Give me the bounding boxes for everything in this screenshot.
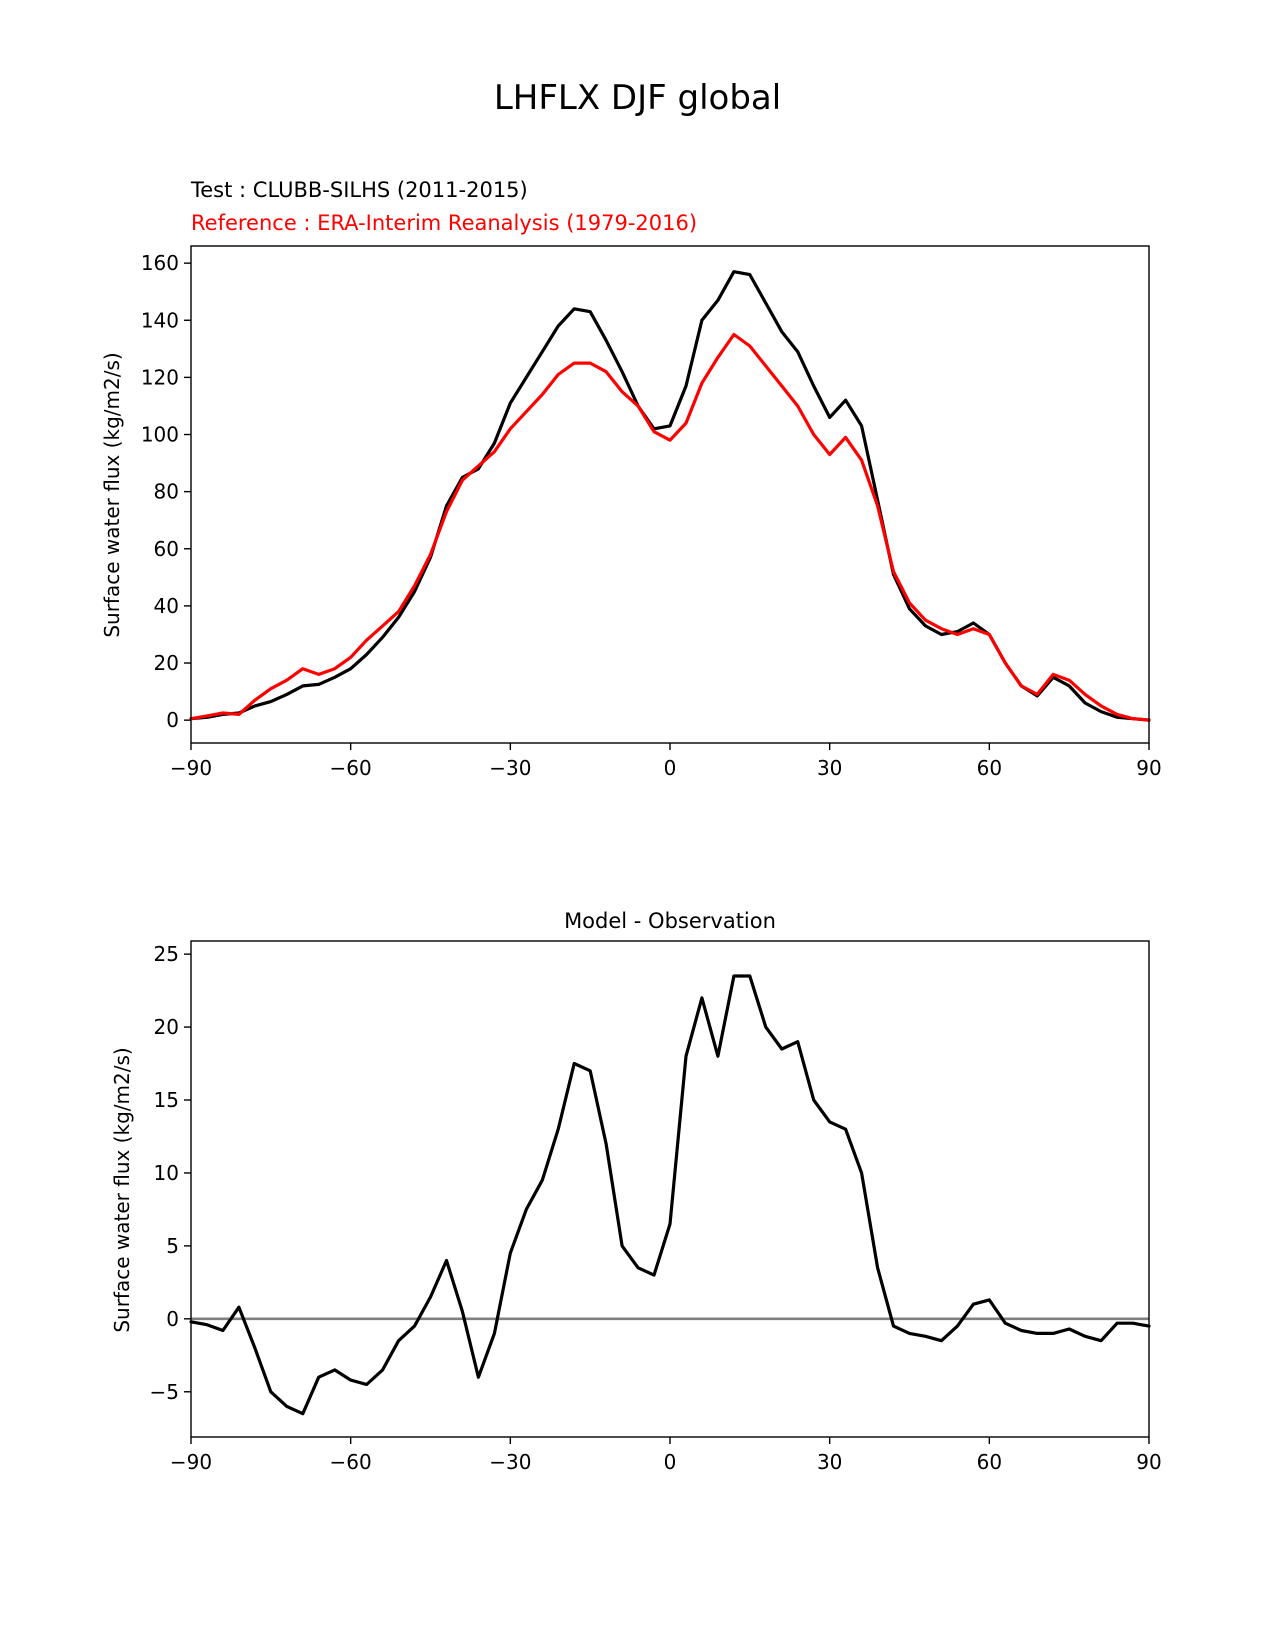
top-y-tick-label: 60 <box>154 537 179 561</box>
bottom-title: Model - Observation <box>564 909 776 933</box>
bottom-panel: Model - Observation Surface water flux (… <box>110 909 1162 1474</box>
top-x-tick-label: 60 <box>977 756 1002 780</box>
bottom-series-group <box>189 974 1151 1416</box>
bottom-x-tick-label: 60 <box>977 1450 1002 1474</box>
top-x-tick-label: 0 <box>664 756 677 780</box>
top-y-tick-label: 140 <box>141 308 179 332</box>
bottom-x-tick-label: −30 <box>489 1450 531 1474</box>
bottom-x-tick-label: −90 <box>170 1450 212 1474</box>
bottom-y-tick-label: 5 <box>166 1234 179 1258</box>
top-y-tick-label: 0 <box>166 708 179 732</box>
top-x-tick-label: 90 <box>1136 756 1161 780</box>
top-y-tick-label: 160 <box>141 251 179 275</box>
top-x-tick-label: −90 <box>170 756 212 780</box>
top-y-tick-label: 20 <box>154 651 179 675</box>
top-x-tick-label: −30 <box>489 756 531 780</box>
top-y-tick-label: 100 <box>141 423 179 447</box>
bottom-y-tick-label: 15 <box>154 1088 179 1112</box>
bottom-y-tick-label: 10 <box>154 1161 179 1185</box>
bottom-y-tick-label: −5 <box>150 1380 179 1404</box>
bottom-y-axis-label: Surface water flux (kg/m2/s) <box>110 1047 134 1332</box>
bottom-axis-ticks: −90 −60 −30 0 30 60 90 −5 0 5 10 15 20 25 <box>150 942 1162 1474</box>
top-x-tick-label: −60 <box>330 756 372 780</box>
top-plot-frame <box>190 245 1150 744</box>
bottom-x-tick-label: 30 <box>817 1450 842 1474</box>
bottom-x-tick-label: −60 <box>330 1450 372 1474</box>
bottom-y-tick-label: 25 <box>154 942 179 966</box>
top-y-tick-label: 40 <box>154 594 179 618</box>
bottom-plot-frame <box>190 940 1150 1438</box>
bottom-x-tick-label: 90 <box>1136 1450 1161 1474</box>
bottom-y-tick-label: 0 <box>166 1307 179 1331</box>
figure-title: LHFLX DJF global <box>494 78 781 118</box>
series-line-reference <box>189 332 1151 722</box>
test-label: Test : CLUBB-SILHS (2011-2015) <box>190 178 528 202</box>
bottom-x-tick-label: 0 <box>664 1450 677 1474</box>
top-y-tick-label: 80 <box>154 480 179 504</box>
top-series-group <box>189 270 1151 722</box>
bottom-y-tick-label: 20 <box>154 1015 179 1039</box>
reference-label: Reference : ERA-Interim Reanalysis (1979… <box>191 211 697 235</box>
series-line-model-observation <box>189 974 1151 1416</box>
top-x-tick-label: 30 <box>817 756 842 780</box>
top-y-axis-label: Surface water flux (kg/m2/s) <box>100 352 124 637</box>
top-axis-ticks: −90 −60 −30 0 30 60 90 0 20 40 60 80 100 120 140 160 <box>141 251 1162 780</box>
top-panel: Test : CLUBB-SILHS (2011-2015) Reference… <box>100 178 1162 780</box>
top-y-tick-label: 120 <box>141 365 179 389</box>
